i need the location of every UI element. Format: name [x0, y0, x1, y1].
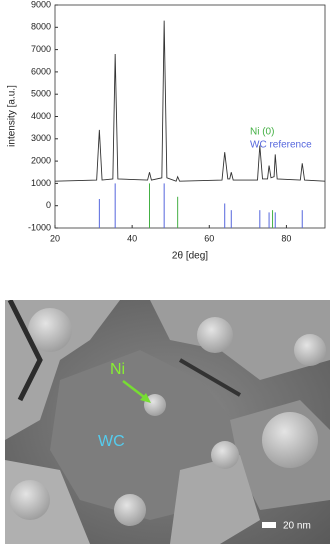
x-tick-label: 60 — [204, 233, 214, 243]
y-tick-label: 1000 — [31, 178, 51, 188]
x-axis-label: 2θ [deg] — [172, 251, 208, 262]
y-tick-label: -1000 — [28, 222, 51, 232]
x-tick-label: 20 — [50, 233, 60, 243]
plot-frame — [54, 4, 326, 229]
x-tick-label: 80 — [281, 233, 291, 243]
y-tick-label: 6000 — [31, 66, 51, 76]
scale-bar — [262, 522, 276, 528]
y-axis-label: intensity [a.u.] — [7, 85, 18, 147]
x-tick-label: 40 — [127, 233, 137, 243]
legend-entry: Ni (0) — [250, 127, 274, 138]
y-tick-label: 8000 — [31, 22, 51, 32]
y-tick-label: 2000 — [31, 155, 51, 165]
scale-label: 20 nm — [283, 521, 311, 532]
y-tick-label: 4000 — [31, 111, 51, 121]
y-tick-label: 9000 — [31, 0, 51, 9]
wc-label: WC — [98, 433, 125, 450]
pattern-line — [54, 20, 326, 182]
y-tick-label: 3000 — [31, 133, 51, 143]
ni-label: Ni — [110, 361, 125, 378]
sem-image — [5, 300, 330, 544]
y-tick-label: 0 — [46, 200, 51, 210]
y-tick-label: 7000 — [31, 44, 51, 54]
arrow-head — [140, 393, 151, 403]
y-tick-label: 5000 — [31, 89, 51, 99]
legend-entry: WC reference — [250, 140, 312, 151]
